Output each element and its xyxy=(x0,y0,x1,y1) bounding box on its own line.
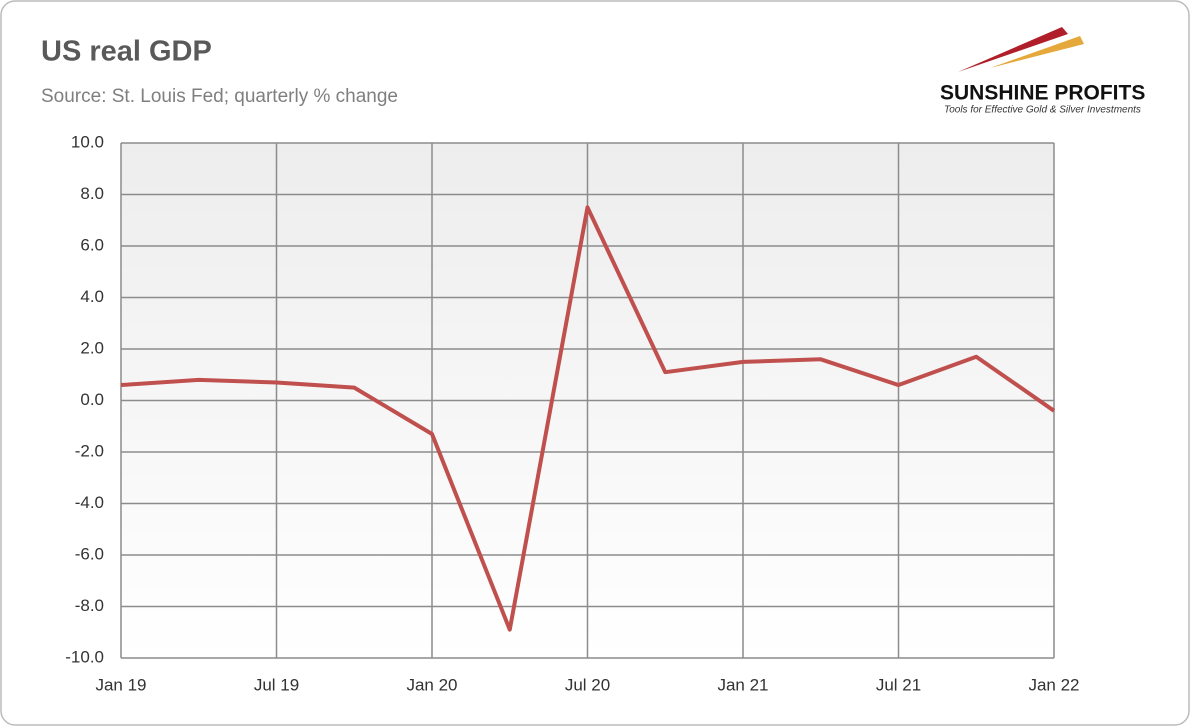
y-tick-label: -4.0 xyxy=(75,493,104,512)
y-tick-label: 10.0 xyxy=(71,132,104,151)
y-tick-label: 0.0 xyxy=(80,390,104,409)
grid: -10.0 -8.0 -6.0 -4.0 -2.0 0.0 2.0 4.0 6.0 8.0 10.0… xyxy=(65,132,1079,694)
logo-swoosh xyxy=(958,27,1068,72)
x-tick-label: Jan 20 xyxy=(406,675,457,694)
chart-title: US real GDP xyxy=(41,36,212,68)
logo-swoosh xyxy=(990,36,1084,68)
y-tick-label: 8.0 xyxy=(80,184,104,203)
chart-subtitle: Source: St. Louis Fed; quarterly % chang… xyxy=(41,86,398,107)
x-tick-label: Jul 19 xyxy=(254,675,299,694)
y-tick-label: -8.0 xyxy=(75,596,104,615)
y-tick-label: -6.0 xyxy=(75,544,104,563)
y-tick-label: 4.0 xyxy=(80,287,104,306)
x-tick-label: Jan 22 xyxy=(1028,675,1079,694)
y-tick-label: 2.0 xyxy=(80,338,104,357)
logo-name: SUNSHINE PROFITS xyxy=(940,82,1145,105)
x-tick-label: Jan 21 xyxy=(717,675,768,694)
logo-tagline: Tools for Effective Gold & Silver Invest… xyxy=(944,105,1141,116)
y-tick-label: 6.0 xyxy=(80,235,104,254)
x-tick-label: Jul 21 xyxy=(876,675,921,694)
y-tick-label: -10.0 xyxy=(65,647,104,666)
y-tick-label: -2.0 xyxy=(75,441,104,460)
marks xyxy=(120,205,1056,632)
x-tick-label: Jul 20 xyxy=(565,675,610,694)
x-tick-label: Jan 19 xyxy=(95,675,146,694)
line-series xyxy=(120,205,1056,632)
logo: SUNSHINE PROFITS Tools for Effective Gol… xyxy=(940,27,1145,116)
